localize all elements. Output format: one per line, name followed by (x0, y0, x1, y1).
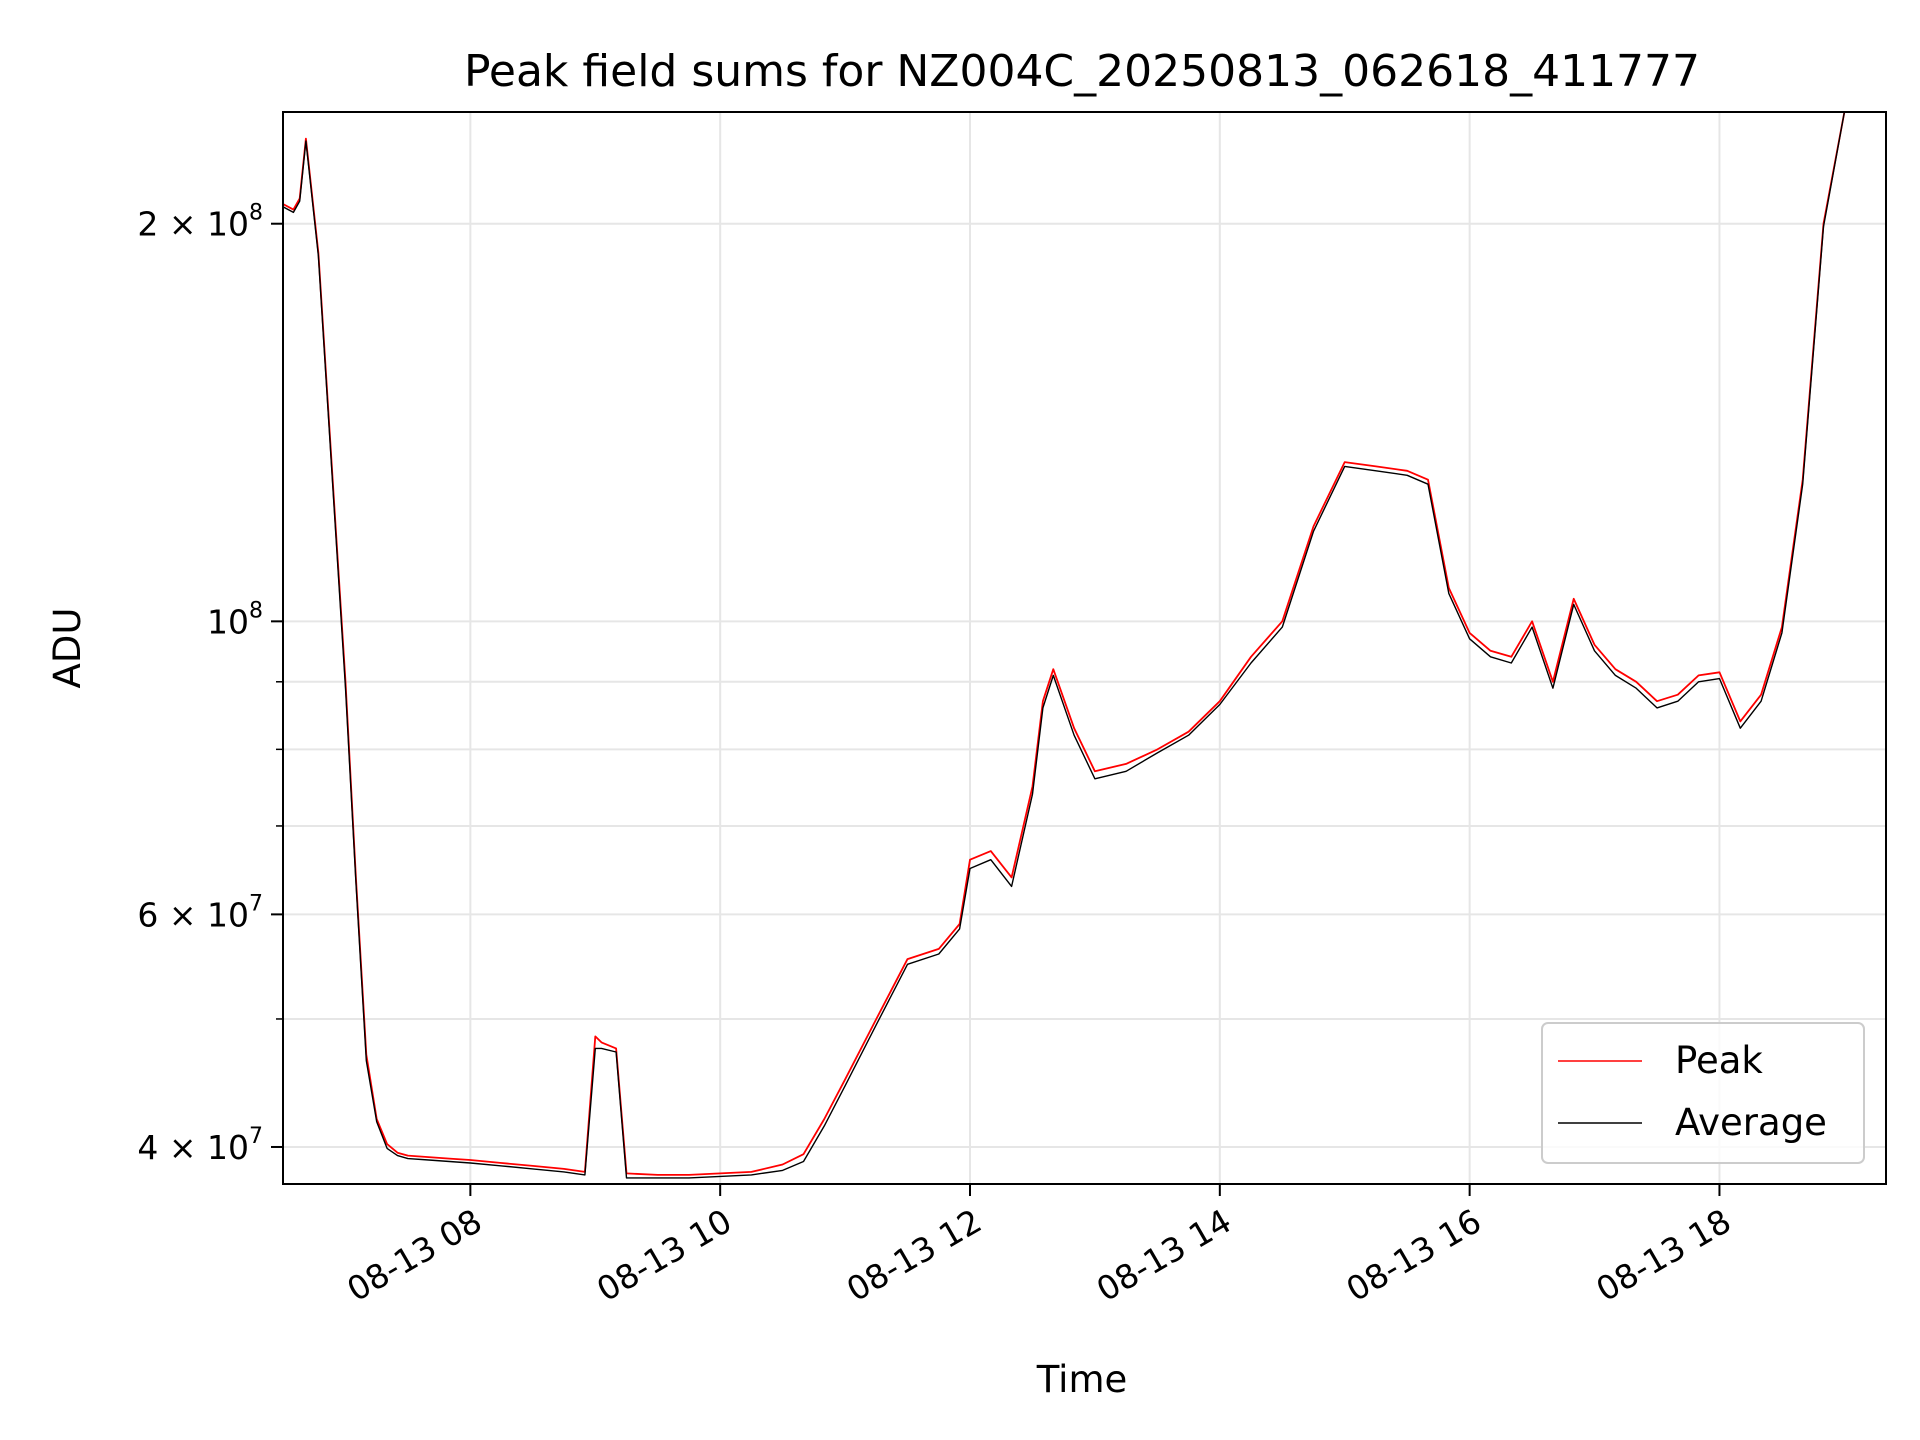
y-tick-label: 2 × 108 (137, 201, 263, 244)
y-tick-label: 4 × 107 (137, 1124, 263, 1167)
series-line-average (283, 112, 1886, 1179)
y-tick-label: 6 × 107 (137, 891, 263, 934)
y-tick-label: 108 (207, 598, 263, 641)
legend-label-average: Average (1675, 1101, 1827, 1144)
chart-title: Peak field sums for NZ004C_20250813_0626… (464, 46, 1700, 97)
legend-label-peak: Peak (1675, 1039, 1763, 1082)
legend-frame (1541, 1022, 1865, 1164)
x-axis-label: Time (1036, 1358, 1128, 1401)
series-layer (283, 112, 1886, 1179)
y-axis-label: ADU (46, 608, 89, 689)
series-line-peak (283, 112, 1886, 1176)
plot-frame (282, 111, 1887, 1185)
legend: Peak Average (1541, 1022, 1865, 1164)
